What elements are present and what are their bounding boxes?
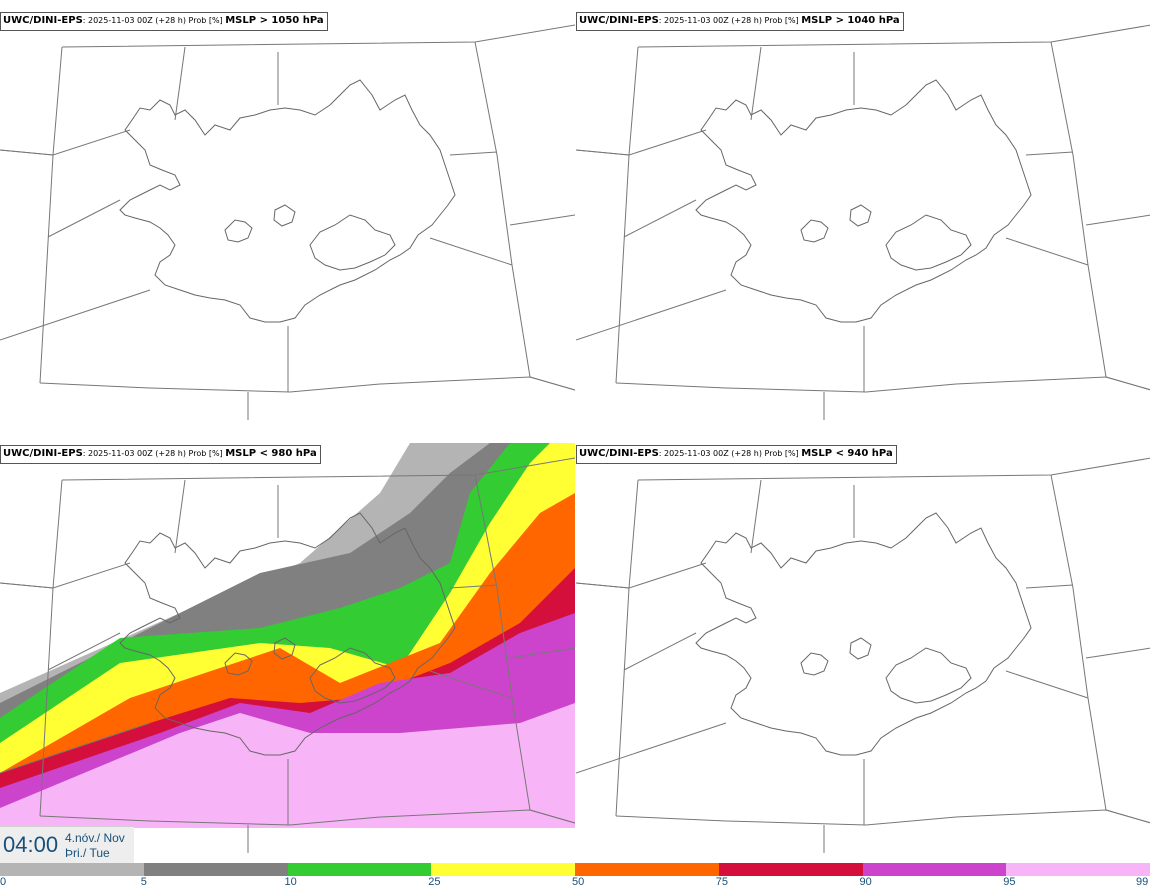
grid-line <box>1072 154 1089 266</box>
map-panel-2: UWC/DINI-EPS: 2025-11-03 00Z (+28 h) Pro… <box>576 0 1150 432</box>
legend-swatch <box>575 863 719 876</box>
grid-line <box>174 46 186 121</box>
legend-tick-label: 25 <box>428 876 441 888</box>
grid-line <box>0 722 151 774</box>
grid-line <box>1050 474 1074 589</box>
grid-line <box>429 670 513 699</box>
valid-weekday: Þri./ Tue <box>65 846 110 860</box>
grid-line <box>39 587 54 817</box>
coastline <box>695 512 1032 756</box>
grid-line <box>1085 647 1150 659</box>
legend-swatch <box>287 863 432 876</box>
map-canvas <box>0 443 575 865</box>
grid-line <box>1105 376 1150 391</box>
grid-line <box>576 722 727 774</box>
map-title: UWC/DINI-EPS: 2025-11-03 00Z (+28 h) Pro… <box>576 12 904 31</box>
map-panel-1: UWC/DINI-EPS: 2025-11-03 00Z (+28 h) Pro… <box>0 0 575 432</box>
grid-line <box>47 632 121 671</box>
valid-time-box: 04:00 4.nóv./ Nov Þri./ Tue <box>0 826 134 863</box>
grid-line <box>474 41 498 156</box>
gridlines <box>0 24 575 420</box>
probability-field <box>0 443 575 865</box>
grid-line <box>0 289 151 341</box>
grid-line <box>511 697 531 811</box>
grid-line <box>529 376 575 391</box>
valid-date: 4.nóv./ Nov <box>65 831 125 845</box>
grid-line <box>615 154 630 384</box>
map-canvas <box>0 24 575 420</box>
legend-tick-label: 5 <box>140 876 147 888</box>
map-title: UWC/DINI-EPS: 2025-11-03 00Z (+28 h) Pro… <box>576 445 897 464</box>
map-title: UWC/DINI-EPS: 2025-11-03 00Z (+28 h) Pro… <box>0 12 328 31</box>
grid-line <box>623 199 697 238</box>
legend-tick-label: 95 <box>1003 876 1016 888</box>
grid-line <box>496 587 513 699</box>
grid-line <box>0 46 63 156</box>
grid-line <box>174 479 186 554</box>
grid-line <box>750 479 762 554</box>
grid-line <box>1072 587 1089 699</box>
gridlines <box>576 24 1150 420</box>
grid-line <box>576 129 707 156</box>
legend-tick-label: 10 <box>284 876 297 888</box>
grid-line <box>1085 214 1150 226</box>
grid-line <box>750 46 762 121</box>
map-canvas <box>576 457 1150 853</box>
legend-swatch <box>431 863 575 876</box>
grid-line <box>623 632 697 671</box>
map-panel-3: UWC/DINI-EPS: 2025-11-03 00Z (+28 h) Pro… <box>0 433 575 865</box>
map-title: UWC/DINI-EPS: 2025-11-03 00Z (+28 h) Pro… <box>0 445 321 464</box>
grid-line <box>1005 237 1089 266</box>
map-canvas <box>576 24 1150 420</box>
grid-line <box>449 584 498 589</box>
valid-time: 04:00 <box>3 832 59 857</box>
legend-tick-label: 50 <box>572 876 585 888</box>
grid-line <box>474 474 498 589</box>
grid-line <box>576 46 639 156</box>
grid-line <box>576 562 707 589</box>
legend-swatch <box>143 863 288 876</box>
grid-line <box>509 214 575 226</box>
grid-line <box>496 154 513 266</box>
legend-swatch <box>0 863 144 876</box>
legend-tick-label: 90 <box>859 876 872 888</box>
grid-line <box>1025 584 1074 589</box>
grid-line <box>1050 41 1074 156</box>
legend-swatch <box>1006 863 1150 876</box>
grid-line <box>449 151 498 156</box>
grid-line <box>47 199 121 238</box>
coastline <box>119 512 456 756</box>
grid-line <box>39 154 54 384</box>
coastline <box>695 79 1032 323</box>
map-panel-4: UWC/DINI-EPS: 2025-11-03 00Z (+28 h) Pro… <box>576 433 1150 865</box>
grid-line <box>0 479 63 589</box>
grid-line <box>1025 151 1074 156</box>
coastline <box>119 79 456 323</box>
grid-line <box>1087 264 1107 378</box>
grid-line <box>576 479 639 589</box>
grid-line <box>576 289 727 341</box>
grid-line <box>429 237 513 266</box>
grid-line <box>529 809 575 824</box>
grid-line <box>511 264 531 378</box>
grid-line <box>615 809 1150 826</box>
legend-tick-label: 99 <box>1136 876 1149 888</box>
legend-swatch <box>862 863 1007 876</box>
grid-line <box>615 587 630 817</box>
grid-line <box>0 129 131 156</box>
gridlines <box>0 457 575 853</box>
legend-swatch <box>718 863 863 876</box>
grid-line <box>1087 697 1107 811</box>
grid-line <box>1005 670 1089 699</box>
grid-line <box>0 562 131 589</box>
legend-tick-label: 0 <box>0 876 7 888</box>
gridlines <box>576 457 1150 853</box>
color-legend: 0 5 10 25 50 75 90 95 99 <box>0 862 1150 891</box>
grid-line <box>39 376 575 393</box>
grid-line <box>1105 809 1150 824</box>
grid-line <box>509 647 575 659</box>
grid-line <box>615 376 1150 393</box>
legend-tick-label: 75 <box>715 876 728 888</box>
